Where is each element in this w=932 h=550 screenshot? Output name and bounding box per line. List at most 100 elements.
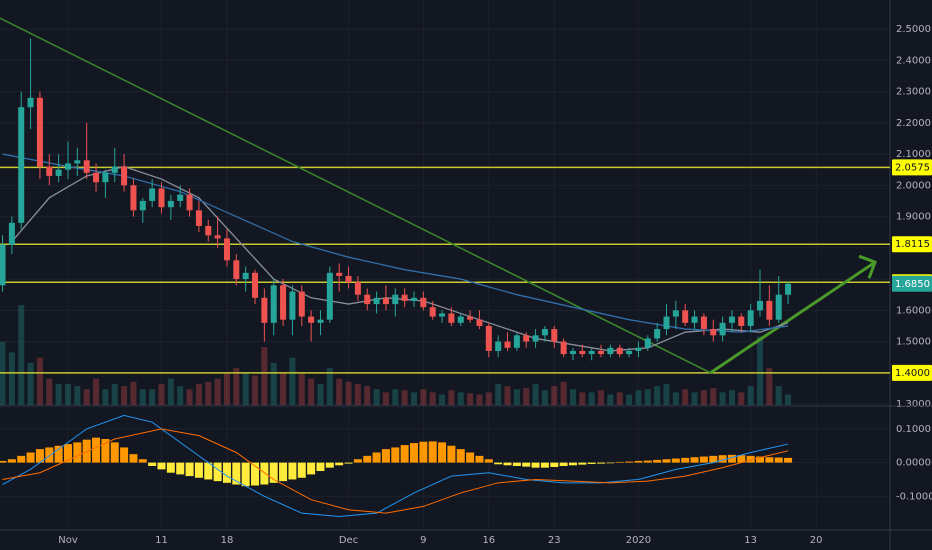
macd-histogram-bar [597,462,606,464]
candle-body [467,316,474,320]
macd-histogram-bar [204,462,213,480]
macd-line [2,428,789,514]
volume-bar [485,392,492,405]
volume-bar [139,389,146,405]
candle-body [74,160,81,164]
candle-body [616,347,623,355]
macd-histogram-bar [101,439,110,463]
candle-body [448,313,455,323]
y-tick-label: 1.3000 [896,399,931,410]
volume-bar [27,362,34,405]
volume-bar [654,386,661,405]
volume-bar [336,378,343,405]
candle-body [8,222,15,245]
volume-bar [541,390,548,405]
volume-bar [36,357,43,405]
macd-histogram-bar [540,462,549,468]
candle-body [532,335,539,342]
candle-body [354,282,361,295]
candle-body [46,166,53,176]
macd-histogram-bar [522,462,531,467]
macd-histogram-bar [756,456,765,463]
macd-histogram-bar [643,460,652,463]
volume-bar [102,389,109,405]
candle-body [410,297,417,301]
macd-histogram-bar [419,441,428,463]
volume-bar [382,392,389,405]
volume-bar [495,383,502,405]
candle-body [476,319,483,326]
volume-bar [504,386,511,405]
volume-bar [607,394,614,405]
candle-body [55,169,62,176]
volume-bar [317,383,324,405]
candle-body [373,297,380,305]
candle-body [607,347,614,355]
candle-body [785,283,792,295]
macd-histogram-bar [120,447,129,463]
candle-body [569,350,576,355]
macd-histogram-bar [335,462,344,466]
volume-bar [738,392,745,405]
level-label: 2.0575 [895,162,930,173]
macd-histogram-bar [110,442,119,463]
macd-histogram-bar [391,447,400,463]
candle-body [158,188,165,208]
macd-histogram-bar [307,462,316,475]
candle-body [635,347,642,351]
candle-body [195,210,202,226]
volume-bar [476,394,483,405]
volume-bar [55,383,62,405]
volume-bar [457,392,464,405]
macd-histogram-bar [681,457,690,463]
y-tick-label: 2.3000 [896,87,931,98]
x-tick-label: Nov [58,535,78,546]
volume-bar [298,373,305,405]
candle-body [242,272,249,280]
volume-bar [513,389,520,405]
volume-bar [420,389,427,405]
candle-body [102,172,109,183]
level-label: 1.4000 [895,368,930,379]
candle-body [710,329,717,336]
volume-bar [289,357,296,405]
y-tick-label: 0.0000 [896,458,931,469]
macd-histogram-bar [7,459,16,463]
candle-body [504,341,511,348]
x-tick-label: 9 [420,535,426,546]
candle-body [588,350,595,355]
volume-bar [46,378,53,405]
volume-bar [83,389,90,405]
macd-histogram-bar [176,462,185,475]
candle-body [261,297,268,323]
candle-body [345,275,352,283]
candle-body [541,329,548,336]
candle-body [523,335,530,342]
volume-bar [270,362,277,405]
volume-bar [700,390,707,405]
macd-histogram-bar [138,459,147,463]
candle-body [579,350,586,355]
candle-body [728,316,735,323]
y-tick-label: 2.4000 [896,55,931,66]
candle-body [672,310,679,317]
macd-histogram-bar [363,455,372,463]
volume-bar [345,381,352,405]
volume-bar [130,381,137,405]
volume-bar [280,373,287,405]
candle-body [130,185,137,211]
volume-bar [205,381,212,405]
candle-body [18,107,25,223]
last-price-box [892,275,932,292]
candle-body [392,294,399,305]
macd-histogram-bar [578,462,587,465]
candle-body [289,291,296,320]
volume-bar [644,389,651,405]
macd-histogram-bar [269,462,278,483]
macd-histogram-bar [653,459,662,463]
volume-bar [308,378,315,405]
macd-histogram-bar [690,457,699,463]
x-tick-label: 2020 [626,535,651,546]
volume-bar [616,392,623,405]
volume-bar [579,392,586,405]
